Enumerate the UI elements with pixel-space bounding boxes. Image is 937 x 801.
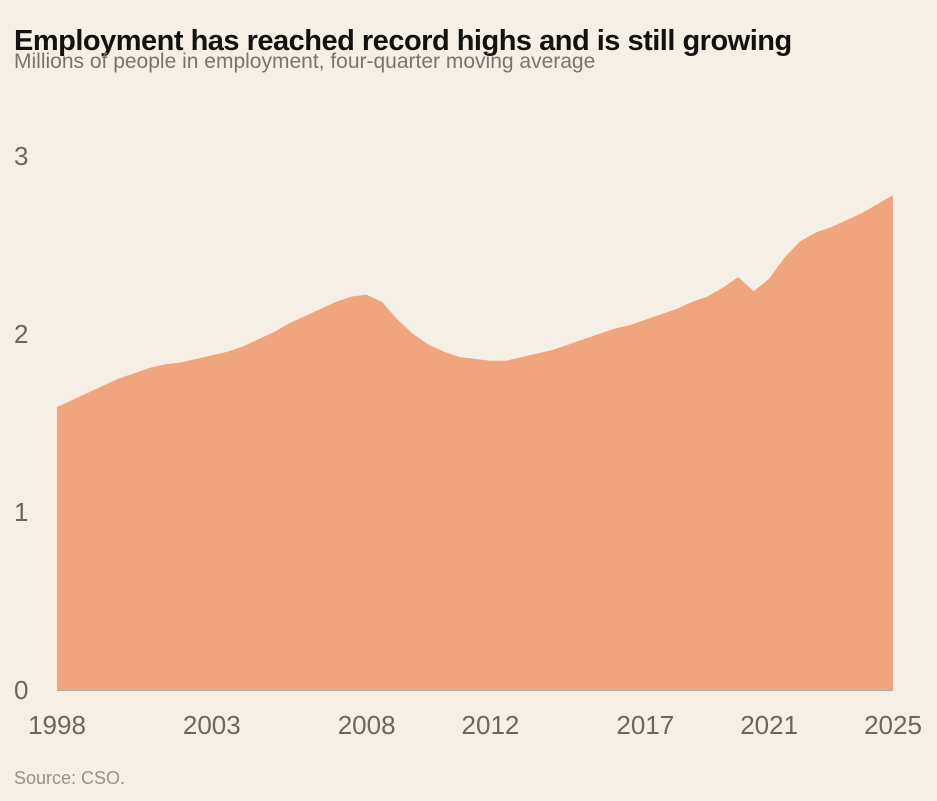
y-axis-tick-label: 3 — [14, 141, 29, 171]
x-axis-tick-label: 2008 — [337, 710, 396, 740]
source-note: Source: CSO. — [14, 768, 126, 788]
x-axis-tick-label: 2003 — [182, 710, 241, 740]
x-axis-tick-label: 2012 — [461, 710, 520, 740]
x-axis-tick-label: 1998 — [28, 710, 86, 740]
employment-area-series — [57, 195, 893, 690]
y-axis-tick-label: 0 — [14, 675, 29, 705]
chart-subtitle: Millions of people in employment, four-q… — [14, 50, 596, 73]
x-axis-tick-label: 2017 — [616, 710, 675, 740]
x-axis-tick-label: 2021 — [740, 710, 799, 740]
y-axis-tick-label: 1 — [14, 497, 29, 527]
y-axis-tick-label: 2 — [14, 319, 29, 349]
x-axis-tick-label: 2025 — [864, 710, 922, 740]
chart-title: Employment has reached record highs and … — [14, 25, 792, 58]
